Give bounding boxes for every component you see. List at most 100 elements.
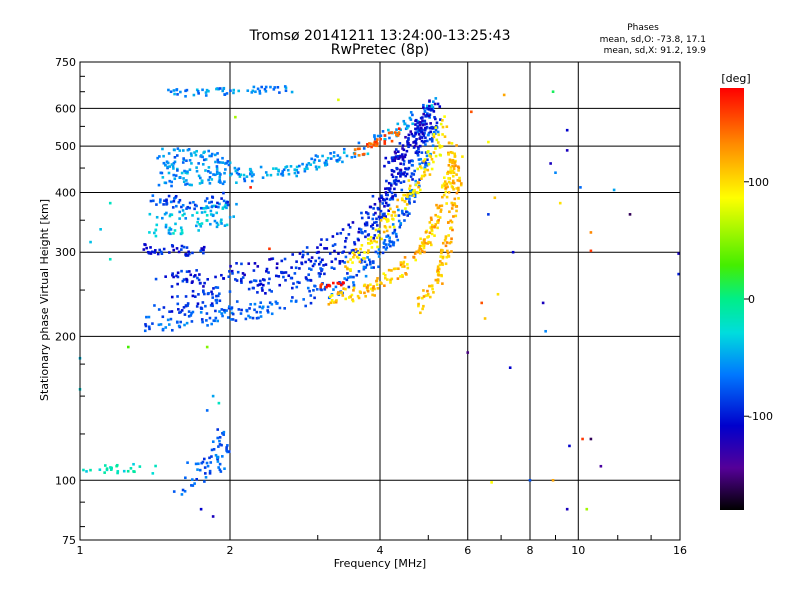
trace-point [215, 170, 219, 173]
trace-point [201, 320, 204, 324]
trace-point [373, 135, 376, 139]
trace-point [428, 221, 432, 224]
trace-point [402, 162, 406, 166]
trace-point [175, 154, 179, 157]
trace-point [423, 109, 427, 113]
trace-point [180, 231, 184, 235]
trace-point [408, 212, 411, 215]
trace-point [428, 104, 431, 108]
trace-point [407, 136, 410, 140]
trace-point [412, 146, 416, 149]
colorbar-tick-label: -100 [748, 410, 773, 423]
trace-point [344, 297, 348, 301]
scatter-point [483, 317, 487, 320]
trace-point [168, 251, 171, 254]
trace-point [389, 281, 392, 284]
trace-point [417, 249, 421, 252]
trace-point [401, 155, 405, 159]
trace-point [258, 89, 261, 93]
trace-point [193, 482, 196, 485]
trace-point [272, 88, 276, 91]
scatter-point [99, 228, 102, 231]
trace-point [104, 464, 107, 467]
trace-point [428, 126, 432, 130]
trace-point [190, 311, 193, 315]
trace-point [165, 202, 169, 205]
trace-point [173, 156, 177, 159]
trace-point [216, 460, 220, 463]
trace-point [174, 222, 177, 226]
trace-point [430, 232, 434, 236]
scatter-point [199, 507, 203, 511]
trace-point [328, 295, 332, 299]
trace-point [319, 260, 323, 264]
trace-point [205, 319, 208, 322]
trace-point [296, 280, 299, 284]
trace-point [218, 178, 222, 181]
trace-point [402, 180, 406, 183]
trace-point [432, 110, 436, 113]
trace-point [429, 216, 433, 220]
trace-point [375, 283, 379, 286]
trace-point [377, 227, 381, 231]
trace-point [377, 215, 381, 219]
trace-point [390, 191, 394, 195]
trace-point [396, 122, 400, 126]
trace-point [384, 243, 388, 246]
trace-point [218, 439, 221, 443]
trace-point [383, 239, 387, 242]
trace-point [264, 85, 268, 89]
trace-point [164, 326, 168, 329]
trace-point [301, 255, 304, 259]
trace-point [416, 167, 420, 171]
trace-point [244, 317, 248, 321]
trace-point [172, 490, 176, 493]
trace-point [403, 213, 406, 216]
trace-point [175, 274, 178, 278]
scatter-point [490, 481, 493, 484]
trace-point [399, 275, 402, 278]
trace-point [445, 195, 449, 199]
trace-point [208, 154, 211, 158]
trace-point [335, 159, 339, 162]
trace-point [218, 171, 221, 175]
trace-point [353, 152, 357, 156]
trace-point [424, 294, 428, 297]
trace-point [461, 155, 464, 158]
trace-point [404, 207, 407, 210]
trace-point [215, 301, 219, 305]
trace-point [235, 181, 238, 185]
trace-point [394, 131, 397, 134]
trace-point [319, 267, 322, 270]
trace-point [158, 200, 162, 204]
trace-point [406, 195, 409, 198]
trace-point [440, 145, 444, 148]
trace-point [362, 256, 365, 260]
trace-point [243, 179, 247, 183]
trace-point [367, 258, 371, 262]
trace-point [186, 461, 189, 464]
x-tick-label: 2 [227, 544, 234, 557]
trace-point [176, 271, 180, 275]
trace-point [419, 126, 423, 130]
trace-point [222, 433, 225, 436]
trace-point [363, 230, 367, 233]
x-tick-label: 16 [673, 544, 687, 557]
trace-point [187, 310, 191, 313]
trace-point [249, 172, 252, 175]
trace-point [196, 468, 199, 471]
trace-point [228, 161, 232, 165]
trace-point [191, 214, 194, 217]
trace-point [434, 128, 438, 132]
trace-point [389, 207, 392, 211]
scatter-point [502, 93, 506, 97]
trace-point [179, 310, 183, 314]
trace-point [176, 147, 180, 150]
trace-point [306, 278, 310, 282]
trace-point [193, 151, 196, 154]
trace-point [196, 220, 199, 224]
trace-point [402, 160, 406, 163]
trace-point [425, 154, 429, 158]
trace-point [382, 245, 386, 249]
trace-point [430, 139, 434, 143]
